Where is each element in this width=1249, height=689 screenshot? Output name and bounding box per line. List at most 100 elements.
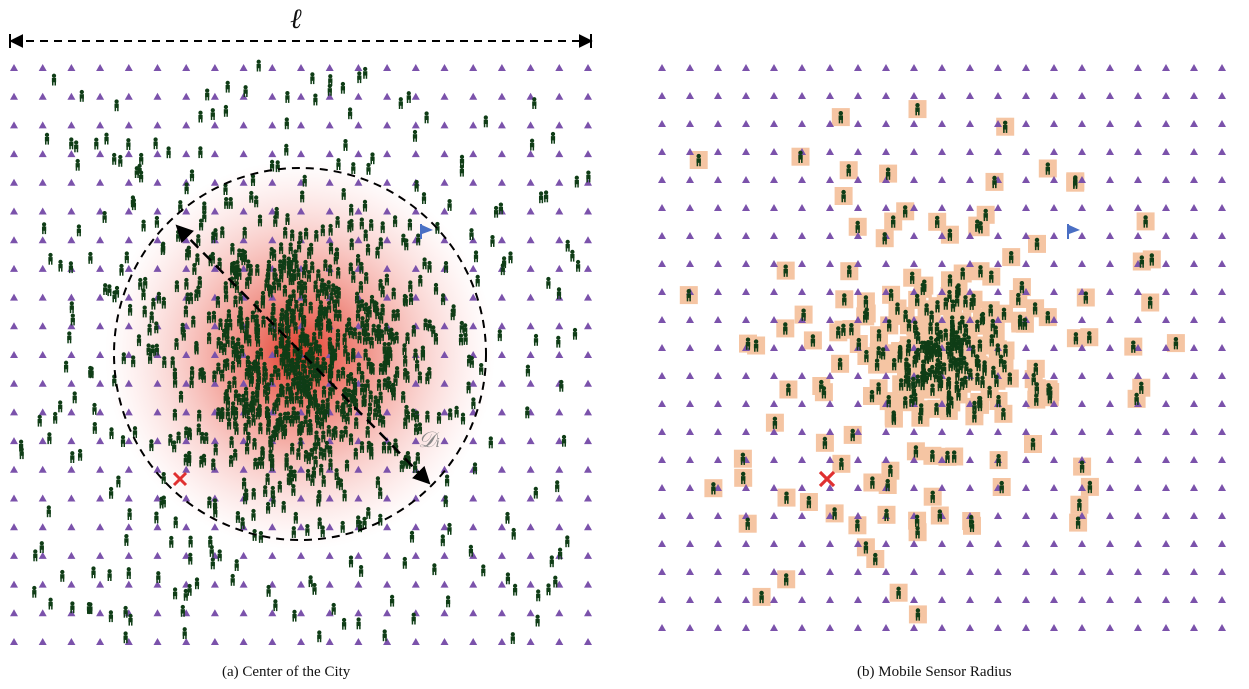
sensor-triangle-icon bbox=[67, 494, 76, 502]
sensor-triangle-icon bbox=[882, 596, 890, 603]
sensor-triangle-icon bbox=[584, 150, 592, 158]
sensor-triangle-icon bbox=[411, 92, 420, 100]
sensor-triangle-icon bbox=[742, 428, 750, 435]
sensor-triangle-icon bbox=[526, 322, 535, 330]
sensor-triangle-icon bbox=[497, 523, 506, 531]
sensor-triangle-icon bbox=[994, 260, 1002, 267]
sensor-triangle-icon bbox=[1134, 484, 1142, 491]
sensor-triangle-icon bbox=[882, 260, 890, 267]
sensor-triangle-icon bbox=[96, 178, 105, 186]
person-icon bbox=[156, 571, 161, 583]
sensor-triangle-icon bbox=[658, 260, 666, 267]
sensor-triangle-icon bbox=[325, 207, 334, 215]
panel-mobile-sensor-radius bbox=[658, 64, 1226, 631]
sensor-triangle-icon bbox=[742, 484, 750, 491]
sensor-triangle-icon bbox=[497, 551, 506, 559]
sensor-triangle-icon bbox=[882, 176, 890, 183]
sensor-triangle-icon bbox=[742, 148, 750, 155]
sensor-triangle-icon bbox=[826, 540, 834, 547]
sensor-triangle-icon bbox=[411, 638, 420, 645]
sensor-triangle-icon bbox=[658, 428, 666, 435]
sensor-triangle-icon bbox=[354, 494, 363, 502]
sensor-triangle-icon bbox=[1106, 64, 1114, 71]
person-icon bbox=[210, 108, 215, 120]
sensor-triangle-icon bbox=[658, 148, 666, 155]
person-icon bbox=[468, 544, 474, 557]
sensor-triangle-icon bbox=[555, 465, 564, 473]
sensor-triangle-icon bbox=[469, 207, 478, 215]
sensor-triangle-icon bbox=[994, 148, 1002, 155]
sensor-triangle-icon bbox=[584, 551, 592, 559]
person-icon bbox=[184, 182, 189, 195]
sensor-triangle-icon bbox=[938, 260, 946, 267]
sensor-triangle-icon bbox=[742, 316, 750, 323]
sensor-triangle-icon bbox=[770, 344, 778, 351]
sensor-triangle-icon bbox=[268, 150, 277, 158]
person-icon bbox=[508, 251, 513, 264]
sensor-triangle-icon bbox=[584, 379, 592, 387]
sensor-triangle-icon bbox=[686, 92, 694, 99]
sensor-triangle-icon bbox=[742, 120, 750, 127]
sensor-triangle-icon bbox=[38, 465, 47, 473]
person-icon bbox=[533, 333, 539, 346]
sensor-triangle-icon bbox=[1162, 400, 1170, 407]
person-icon bbox=[124, 251, 129, 264]
sensor-triangle-icon bbox=[1050, 120, 1058, 127]
sensor-triangle-icon bbox=[440, 236, 449, 244]
sensor-triangle-icon bbox=[1162, 176, 1170, 183]
sensor-triangle-icon bbox=[182, 523, 191, 531]
sensor-triangle-icon bbox=[440, 580, 449, 588]
sensor-triangle-icon bbox=[584, 207, 592, 215]
sensor-triangle-icon bbox=[882, 64, 890, 71]
sensor-triangle-icon bbox=[584, 465, 592, 473]
sensor-triangle-icon bbox=[38, 551, 47, 559]
person-icon bbox=[347, 107, 353, 120]
sensor-triangle-icon bbox=[1078, 400, 1086, 407]
sensor-triangle-icon bbox=[1106, 428, 1114, 435]
sensor-triangle-icon bbox=[584, 437, 592, 445]
sensor-triangle-icon bbox=[714, 260, 722, 267]
sensor-triangle-icon bbox=[1050, 176, 1058, 183]
sensor-triangle-icon bbox=[826, 176, 834, 183]
person-icon bbox=[444, 474, 450, 487]
sensor-triangle-icon bbox=[239, 150, 248, 158]
sensor-triangle-icon bbox=[210, 523, 219, 531]
sensor-triangle-icon bbox=[1078, 120, 1086, 127]
sensor-triangle-icon bbox=[1022, 512, 1030, 519]
sensor-triangle-icon bbox=[742, 512, 750, 519]
person-icon bbox=[44, 132, 50, 145]
sensor-triangle-icon bbox=[411, 494, 420, 502]
sensor-triangle-icon bbox=[938, 232, 946, 239]
sensor-triangle-icon bbox=[268, 638, 277, 645]
sensor-triangle-icon bbox=[854, 456, 862, 463]
sensor-triangle-icon bbox=[1050, 148, 1058, 155]
person-icon bbox=[79, 89, 84, 102]
sensor-triangle-icon bbox=[1106, 568, 1114, 575]
sensor-triangle-icon bbox=[658, 456, 666, 463]
sensor-triangle-icon bbox=[497, 322, 506, 330]
person-icon bbox=[473, 250, 479, 263]
sensor-triangle-icon bbox=[1106, 176, 1114, 183]
sensor-triangle-icon bbox=[882, 456, 890, 463]
sensor-triangle-icon bbox=[1218, 92, 1226, 99]
sensor-triangle-icon bbox=[1022, 596, 1030, 603]
sensor-triangle-icon bbox=[153, 379, 162, 387]
sensor-triangle-icon bbox=[854, 204, 862, 211]
sensor-triangle-icon bbox=[297, 121, 305, 129]
sensor-triangle-icon bbox=[1218, 540, 1226, 547]
sensor-triangle-icon bbox=[798, 596, 806, 603]
sensor-triangle-icon bbox=[153, 150, 162, 158]
sensor-triangle-icon bbox=[798, 456, 806, 463]
person-icon bbox=[574, 175, 579, 188]
sensor-triangle-icon bbox=[1134, 512, 1142, 519]
sensor-triangle-icon bbox=[966, 120, 974, 127]
sensor-triangle-icon bbox=[854, 428, 862, 435]
person-icon bbox=[124, 534, 129, 546]
sensor-triangle-icon bbox=[526, 150, 535, 158]
person-icon bbox=[469, 228, 474, 240]
sensor-triangle-icon bbox=[469, 322, 478, 330]
sensor-triangle-icon bbox=[966, 484, 974, 491]
sensor-triangle-icon bbox=[826, 260, 834, 267]
sensor-triangle-icon bbox=[124, 379, 133, 387]
sensor-triangle-icon bbox=[124, 638, 133, 645]
